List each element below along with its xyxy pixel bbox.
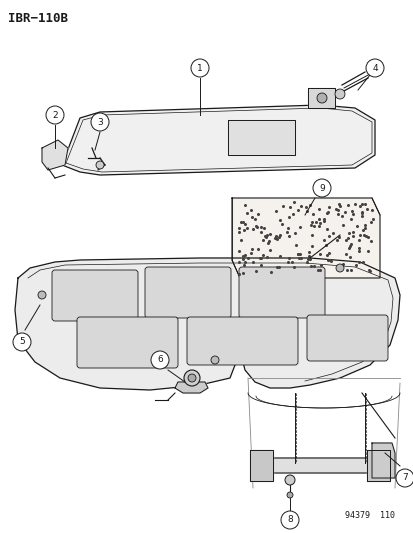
Circle shape — [46, 106, 64, 124]
Text: 6: 6 — [157, 356, 162, 365]
Text: IBR−110B: IBR−110B — [8, 12, 68, 25]
Text: 5: 5 — [19, 337, 25, 346]
Polygon shape — [15, 258, 399, 390]
Circle shape — [312, 179, 330, 197]
Polygon shape — [42, 140, 68, 170]
Circle shape — [316, 93, 326, 103]
FancyBboxPatch shape — [52, 270, 138, 321]
Text: 3: 3 — [97, 117, 102, 126]
Text: 9: 9 — [318, 183, 324, 192]
Text: 8: 8 — [287, 515, 292, 524]
FancyBboxPatch shape — [187, 317, 297, 365]
Circle shape — [96, 161, 104, 169]
Circle shape — [284, 475, 294, 485]
Text: 4: 4 — [371, 63, 377, 72]
Text: 1: 1 — [197, 63, 202, 72]
Circle shape — [190, 59, 209, 77]
Text: 94379  110: 94379 110 — [344, 511, 394, 520]
Text: 7: 7 — [401, 473, 407, 482]
Polygon shape — [254, 458, 387, 473]
Circle shape — [188, 374, 195, 382]
Polygon shape — [175, 382, 207, 393]
Text: 2: 2 — [52, 110, 58, 119]
FancyBboxPatch shape — [77, 317, 178, 368]
Circle shape — [280, 511, 298, 529]
Polygon shape — [62, 105, 374, 175]
Circle shape — [13, 333, 31, 351]
FancyBboxPatch shape — [306, 315, 387, 361]
Circle shape — [365, 59, 383, 77]
FancyBboxPatch shape — [238, 267, 324, 318]
Circle shape — [334, 89, 344, 99]
Polygon shape — [231, 198, 379, 278]
Circle shape — [183, 370, 199, 386]
Polygon shape — [371, 443, 394, 478]
Circle shape — [91, 113, 109, 131]
Polygon shape — [366, 450, 389, 481]
Circle shape — [211, 356, 218, 364]
Polygon shape — [249, 450, 272, 481]
Polygon shape — [228, 120, 294, 155]
Circle shape — [286, 492, 292, 498]
FancyBboxPatch shape — [145, 267, 230, 318]
Circle shape — [151, 351, 169, 369]
Circle shape — [395, 469, 413, 487]
Polygon shape — [307, 88, 334, 108]
Circle shape — [38, 291, 46, 299]
Circle shape — [335, 264, 343, 272]
